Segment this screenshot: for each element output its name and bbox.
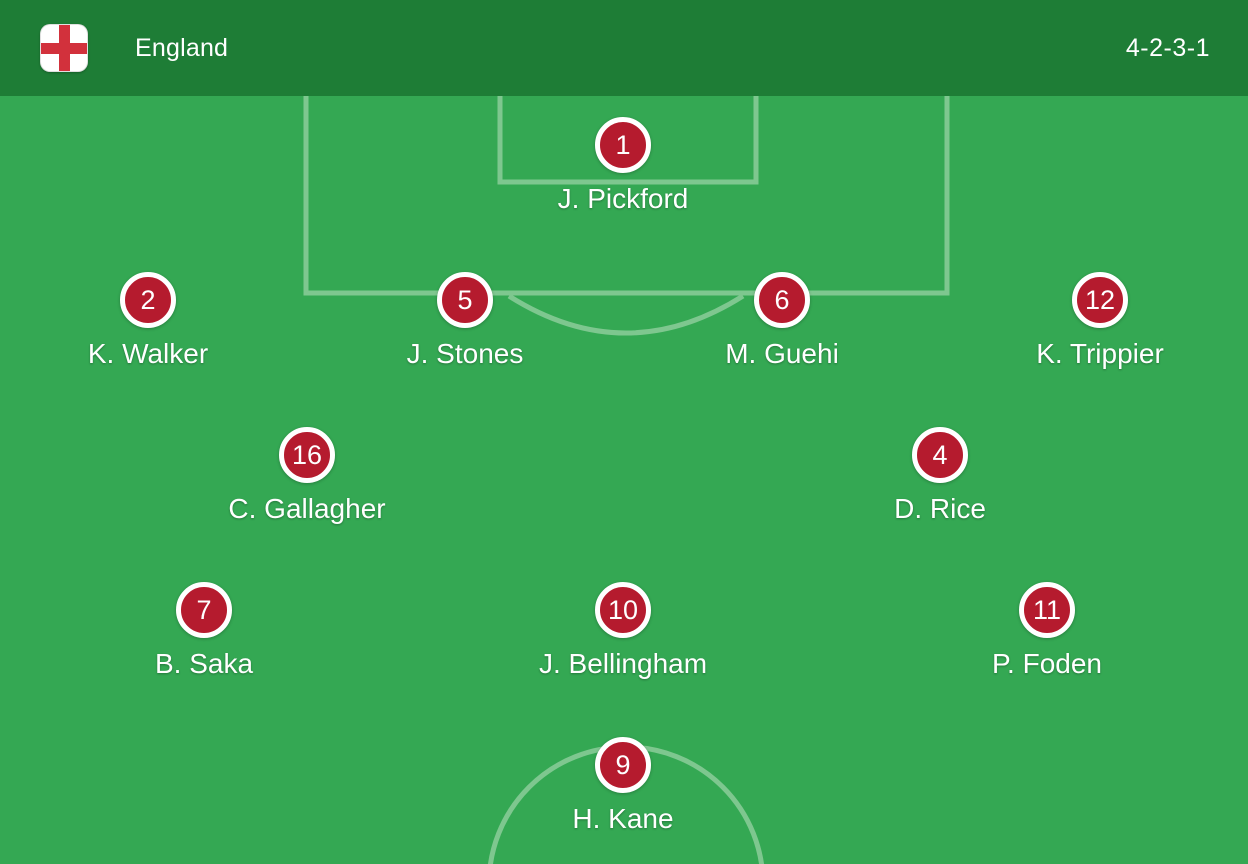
player-marker[interactable]: 2 K. Walker [28, 272, 268, 370]
player-marker[interactable]: 7 B. Saka [84, 582, 324, 680]
player-name: C. Gallagher [228, 493, 386, 524]
player-name: P. Foden [991, 648, 1103, 679]
team-name: England [135, 33, 229, 62]
player-number-badge: 5 [437, 272, 493, 328]
england-flag-icon [40, 24, 88, 72]
player-number-badge: 16 [279, 427, 335, 483]
player-number-badge: 4 [912, 427, 968, 483]
player-marker[interactable]: 5 J. Stones [345, 272, 585, 370]
player-number: 9 [615, 749, 631, 780]
player-name: M. Guehi [725, 338, 839, 369]
player-number: 11 [1032, 594, 1062, 625]
penalty-box-line [303, 96, 950, 296]
six-yard-box-line [497, 96, 759, 185]
player-number-badge: 10 [595, 582, 651, 638]
player-number-badge: 12 [1072, 272, 1128, 328]
player-name: B. Saka [154, 648, 254, 679]
player-number: 5 [457, 284, 473, 315]
player-marker[interactable]: 16 C. Gallagher [187, 427, 427, 525]
player-number-badge: 1 [595, 117, 651, 173]
formation-label: 4-2-3-1 [1125, 33, 1210, 62]
player-name: J. Stones [406, 338, 524, 369]
player-number-badge: 6 [754, 272, 810, 328]
player-number-badge: 2 [120, 272, 176, 328]
team-header: England 4-2-3-1 [0, 0, 1248, 96]
penalty-arc-line [507, 293, 745, 336]
player-number-badge: 11 [1019, 582, 1075, 638]
player-number: 1 [615, 129, 631, 160]
player-marker[interactable]: 12 K. Trippier [980, 272, 1220, 370]
player-name: K. Walker [87, 338, 209, 369]
player-marker[interactable]: 1 J. Pickford [503, 117, 743, 215]
player-name: K. Trippier [1036, 338, 1164, 369]
player-marker[interactable]: 9 H. Kane [503, 737, 743, 835]
player-name: H. Kane [572, 803, 674, 834]
player-marker[interactable]: 6 M. Guehi [662, 272, 902, 370]
player-name: J. Bellingham [538, 648, 708, 679]
player-number: 16 [291, 439, 323, 470]
player-marker[interactable]: 4 D. Rice [820, 427, 1060, 525]
player-number: 2 [140, 284, 156, 315]
player-name: D. Rice [894, 493, 986, 524]
pitch: 1 J. Pickford 2 K. Walker 5 J. Stones 6 … [0, 96, 1248, 864]
player-marker[interactable]: 10 J. Bellingham [503, 582, 743, 680]
player-number-badge: 9 [595, 737, 651, 793]
player-number: 10 [607, 594, 639, 625]
player-number: 6 [774, 284, 790, 315]
player-number-badge: 7 [176, 582, 232, 638]
player-name: J. Pickford [557, 183, 689, 214]
player-marker[interactable]: 11 P. Foden [927, 582, 1167, 680]
player-number: 7 [196, 594, 212, 625]
player-number: 12 [1084, 284, 1116, 315]
player-number: 4 [932, 439, 948, 470]
